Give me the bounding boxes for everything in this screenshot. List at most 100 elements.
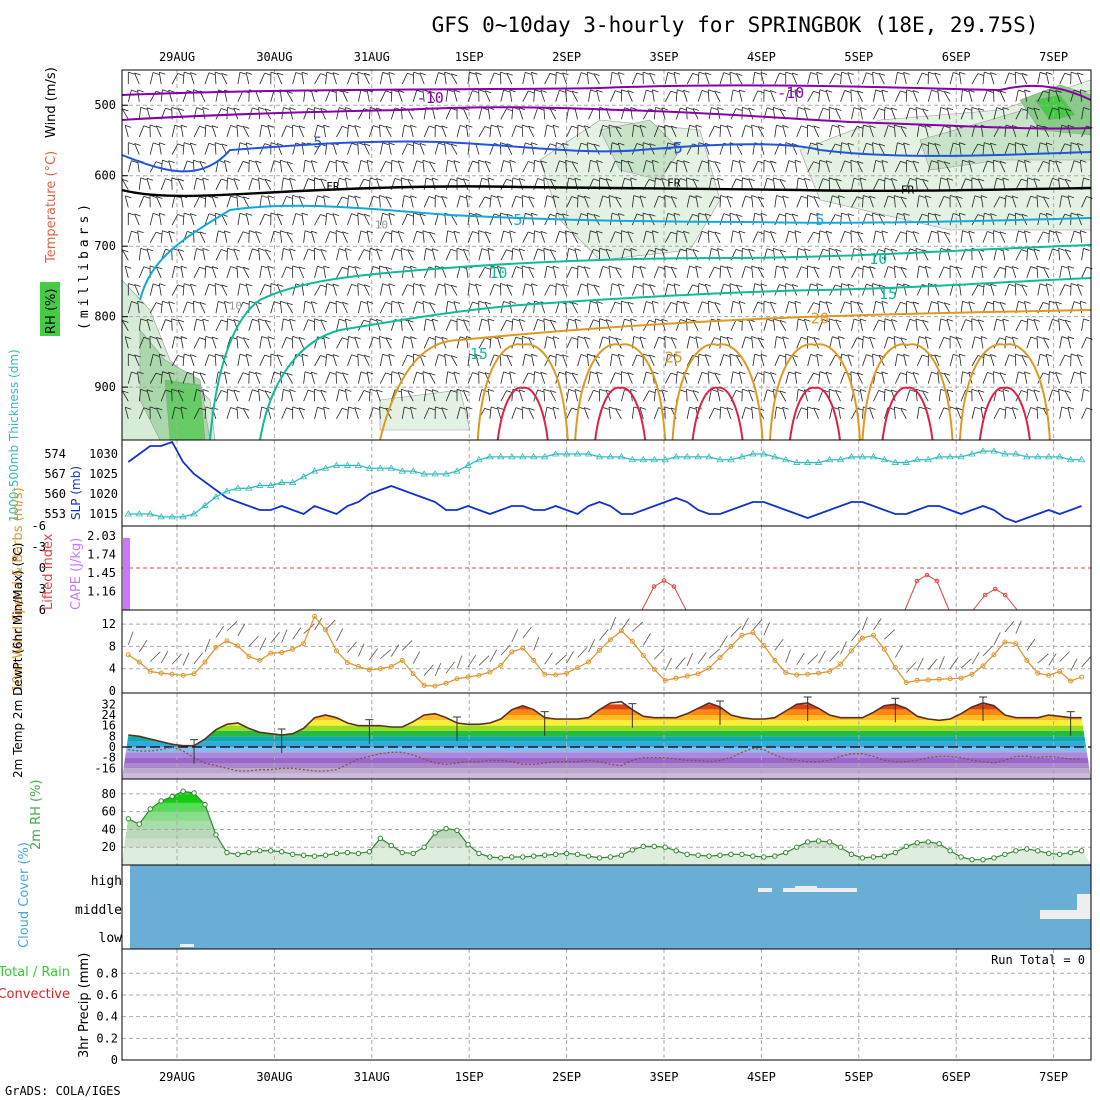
wind-barb-flag	[667, 212, 675, 216]
bottom-date-label: 2SEP	[552, 1070, 581, 1084]
wind-barb-flag	[177, 249, 185, 252]
thickness-point	[595, 453, 604, 460]
wind-barb-flag	[494, 72, 501, 76]
wind-barb	[741, 195, 746, 208]
wind-barb-flag	[345, 389, 352, 392]
wind-barb	[1045, 72, 1050, 85]
surface-wind-barb	[270, 631, 280, 644]
wind-barb	[543, 107, 546, 120]
wind-barb	[769, 90, 776, 102]
rh-point	[596, 855, 603, 861]
wind-barb-flag	[661, 107, 668, 111]
wind-barb-flag	[184, 71, 191, 75]
wind-barb-flag	[729, 353, 737, 357]
wind-barb	[763, 389, 768, 402]
wind-barb	[566, 125, 573, 138]
wind-barb	[596, 89, 600, 102]
wind-barb	[738, 371, 743, 384]
wind-barb	[900, 337, 907, 349]
surface-wind-barb	[171, 653, 182, 665]
wind-barb	[168, 372, 173, 384]
wind-barb-flag	[447, 159, 454, 163]
surface-wind-barb	[774, 638, 784, 651]
wind-barb-flag	[298, 336, 306, 340]
surface-wind-barb	[851, 629, 861, 642]
wind-barb	[1004, 143, 1010, 155]
wind-barb	[927, 371, 932, 384]
wind-barb	[182, 72, 185, 85]
wind-barb-flag	[680, 248, 687, 252]
wind-barb-flag	[128, 283, 135, 286]
wind-barb	[149, 231, 157, 243]
wind-barb-flag	[379, 195, 386, 198]
wind-barb-flag	[506, 108, 513, 112]
wind-barb	[134, 284, 140, 296]
rh-point	[257, 848, 263, 854]
wind-barb	[642, 89, 647, 102]
wind-barb	[1076, 72, 1082, 85]
wind-barb	[708, 266, 715, 279]
wind-barb-flag	[949, 406, 957, 410]
rh-point	[684, 851, 690, 858]
lifted-index-point	[982, 592, 988, 598]
lifted-index-point	[914, 578, 920, 584]
wind-barb	[397, 301, 403, 314]
wind-barb-flag	[791, 143, 799, 146]
wind-barb-flag	[311, 160, 318, 164]
wind-barb	[707, 160, 710, 173]
wind-barb-flag	[385, 90, 392, 94]
wind-barb-flag	[190, 283, 197, 287]
wind-barb	[847, 72, 852, 85]
wind-barb	[168, 231, 173, 243]
wind-barb	[673, 72, 677, 85]
wind-barb-flag	[205, 265, 212, 269]
surface-wind-barb	[642, 633, 651, 646]
wind-barb-flag	[946, 318, 954, 322]
wind-barb	[1055, 231, 1061, 243]
wind-barb-flag	[429, 372, 436, 376]
wind-barb-flag	[869, 195, 876, 199]
wind-barb-flag	[608, 406, 616, 410]
wind-barb	[1037, 142, 1041, 155]
wind-barb-flag	[484, 90, 492, 94]
wind-barb-flag	[708, 159, 715, 163]
wind-barb	[661, 389, 666, 402]
wind-speed-point	[728, 643, 734, 649]
wind-barb-flag	[853, 389, 861, 392]
wind-barb-flag	[670, 231, 677, 235]
wind-barb-flag	[174, 406, 181, 410]
wind-barb-flag	[943, 302, 951, 306]
wind-barb	[531, 283, 535, 296]
wind-barb-flag	[835, 73, 842, 76]
wind-barb-flag	[298, 407, 306, 411]
wind-barb-flag	[239, 283, 247, 287]
wind-barb	[566, 196, 573, 208]
wind-barb	[180, 195, 184, 208]
surface-wind-barb	[686, 652, 693, 667]
wind-barb-flag	[900, 266, 907, 270]
wind-barb-flag	[736, 73, 743, 76]
wind-barb	[686, 195, 691, 208]
wind-barb-flag	[984, 71, 991, 75]
wind-barb-flag	[394, 248, 402, 252]
wind-barb-flag	[1033, 178, 1040, 181]
wind-barb-flag	[884, 388, 892, 392]
wind-barb	[496, 336, 502, 349]
wind-barb	[444, 283, 447, 296]
wind-barb	[714, 372, 721, 384]
wind-barb	[661, 107, 666, 120]
wind-barb	[735, 73, 743, 85]
thickness-point	[935, 453, 943, 460]
wind-barb	[653, 107, 656, 120]
wind-barb	[215, 319, 222, 331]
wind-speed-point	[816, 670, 822, 676]
wind-barb-flag	[621, 159, 628, 163]
wind-speed-point	[783, 670, 789, 676]
wind-barb-flag	[664, 336, 671, 339]
wind-barb-flag	[692, 178, 699, 182]
wind-ylabel: 10m Wind Speed & Barbs (m/s)	[11, 487, 26, 692]
thickness-point	[398, 467, 406, 474]
wind-barb-flag	[323, 195, 330, 198]
rh-point	[804, 839, 811, 845]
wind-barb-flag	[909, 107, 916, 111]
